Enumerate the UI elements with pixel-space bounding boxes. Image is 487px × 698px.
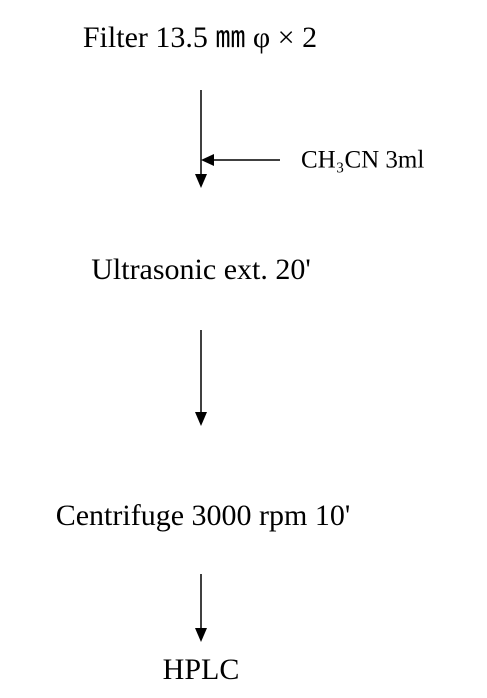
arrow-head — [195, 412, 207, 426]
side-arrow-head — [201, 154, 214, 166]
node-label: Centrifuge 3000 rpm 10' — [56, 499, 351, 532]
node-label: HPLC — [163, 653, 240, 686]
arrow-head — [195, 628, 207, 642]
side-input-label: CH₃CN 3ml — [301, 147, 424, 174]
node-label: Filter 13.5 ㎜ φ × 2 — [83, 21, 317, 54]
node-label: Ultrasonic ext. 20' — [91, 253, 311, 286]
arrow-head — [195, 174, 207, 188]
